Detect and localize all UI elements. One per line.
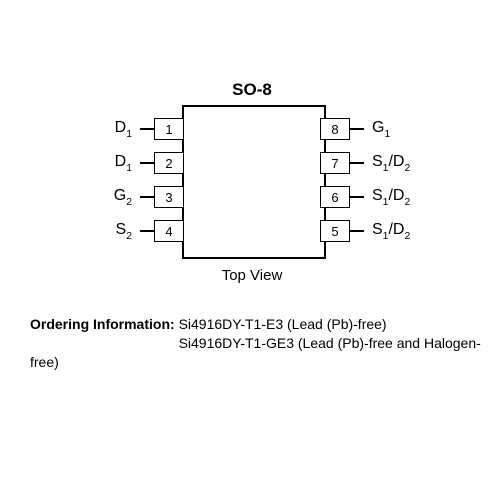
pin-7: 7 [320,152,350,174]
pin-number: 7 [331,156,338,171]
pin-label-3: G2 [114,187,132,207]
pin-3: 3 [154,186,184,208]
pin-label-8: G1 [372,119,390,139]
ordering-info: Ordering Information: Si4916DY-T1-E3 (Le… [30,315,500,372]
pin-8: 8 [320,118,350,140]
pin-label-7: S1/D2 [372,153,410,173]
pin-number: 3 [165,190,172,205]
pin-1: 1 [154,118,184,140]
pin-number: 4 [165,224,172,239]
pin-4: 4 [154,220,184,242]
pin-lead [140,230,154,232]
pin-label-1: D1 [115,119,132,139]
pin-number: 5 [331,224,338,239]
pin-lead [140,162,154,164]
ordering-line-0: Si4916DY-T1-E3 (Lead (Pb)-free) [179,316,387,332]
pin-label-6: S1/D2 [372,187,410,207]
pin-label-2: D1 [115,153,132,173]
pin-5: 5 [320,220,350,242]
pin-lead [350,128,364,130]
pin-number: 6 [331,190,338,205]
view-caption: Top View [182,267,322,284]
pin-lead [140,196,154,198]
pin-number: 2 [165,156,172,171]
pin-number: 1 [165,122,172,137]
pin-lead [140,128,154,130]
pin-lead [350,162,364,164]
pin-lead [350,196,364,198]
chip-body [182,105,326,259]
ordering-label: Ordering Information: [30,316,175,332]
pin-lead [350,230,364,232]
package-title: SO-8 [182,80,322,100]
pin-6: 6 [320,186,350,208]
pin-number: 8 [331,122,338,137]
pin-label-5: S1/D2 [372,221,410,241]
package-diagram: { "package_diagram": { "type": "ic-pinou… [0,0,500,500]
ordering-line-1: Si4916DY-T1-GE3 (Lead (Pb)-free and Halo… [30,335,481,370]
pin-2: 2 [154,152,184,174]
pin-label-4: S2 [116,221,132,241]
